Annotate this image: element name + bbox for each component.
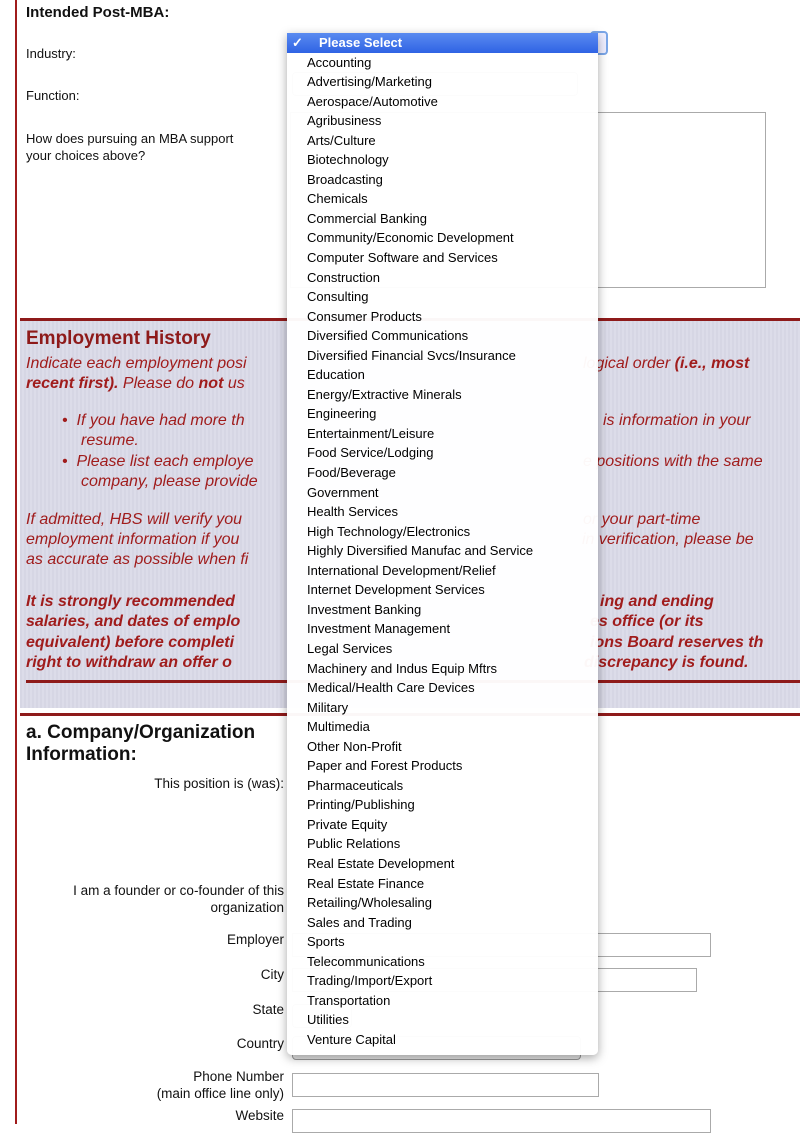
- bullet-2-right: e positions with the same: [583, 453, 763, 470]
- post-mba-heading: Intended Post-MBA:: [26, 4, 170, 21]
- bullet-1-right: is information in your: [603, 412, 751, 429]
- option-label: Please Select: [319, 35, 403, 50]
- dropdown-option[interactable]: Public Relations: [307, 836, 401, 852]
- dropdown-option[interactable]: Food/Beverage: [307, 465, 396, 481]
- bullet-1-cont: resume.: [81, 432, 139, 449]
- dropdown-option[interactable]: Consulting: [307, 289, 369, 305]
- question-line: How does pursuing an MBA support: [26, 131, 234, 146]
- warning-text-4: right to withdraw an offer o: [26, 654, 232, 671]
- state-label: State: [252, 1002, 284, 1017]
- warning-text-2: salaries, and dates of emplo: [26, 613, 241, 630]
- mba-question-label: How does pursuing an MBA support your ch…: [26, 130, 233, 164]
- dropdown-option[interactable]: Military: [307, 699, 349, 715]
- dropdown-option[interactable]: Accounting: [307, 54, 372, 70]
- left-border: [15, 0, 17, 1124]
- dropdown-option[interactable]: Sales and Trading: [307, 914, 412, 930]
- bullet-2-cont: company, please provide: [81, 473, 258, 490]
- country-label: Country: [236, 1036, 284, 1051]
- website-input[interactable]: [292, 1109, 711, 1133]
- dropdown-option[interactable]: Telecommunications: [307, 953, 425, 969]
- dropdown-option[interactable]: Real Estate Finance: [307, 875, 425, 891]
- phone-input[interactable]: [292, 1073, 599, 1097]
- employer-label: Employer: [226, 932, 284, 947]
- intro-text: Indicate each employment posi: [26, 355, 247, 372]
- dropdown-option[interactable]: Consumer Products: [307, 308, 422, 324]
- warning-text-right: ing and ending: [600, 593, 714, 610]
- dropdown-option[interactable]: Venture Capital: [307, 1031, 396, 1047]
- position-type-label: This position is (was):: [154, 776, 284, 791]
- dropdown-option[interactable]: Trading/Import/Export: [307, 973, 433, 989]
- dropdown-option[interactable]: Broadcasting: [307, 171, 383, 187]
- dropdown-option[interactable]: Agribusiness: [307, 113, 382, 129]
- check-icon: ✓: [292, 35, 303, 50]
- dropdown-option[interactable]: Food Service/Lodging: [307, 445, 434, 461]
- verify-text-2: employment information if you: [26, 531, 240, 548]
- employment-history-title: Employment History: [26, 328, 211, 349]
- dropdown-option[interactable]: Biotechnology: [307, 152, 389, 168]
- dropdown-option[interactable]: Health Services: [307, 504, 399, 520]
- warning-text-2-right: es office (or its: [590, 613, 704, 630]
- dropdown-option[interactable]: Advertising/Marketing: [307, 74, 432, 90]
- website-label: Website: [235, 1108, 284, 1123]
- industry-dropdown-menu[interactable]: ✓ Please Select Accounting Advertising/Mar…: [287, 33, 598, 1055]
- dropdown-option[interactable]: Diversified Communications: [307, 328, 469, 344]
- dropdown-option[interactable]: Transportation: [307, 992, 391, 1008]
- dropdown-option[interactable]: Machinery and Indus Equip Mftrs: [307, 660, 498, 676]
- intro-text-right: logical order (i.e., most: [583, 355, 750, 372]
- dropdown-option[interactable]: Pharmaceuticals: [307, 777, 404, 793]
- dropdown-option[interactable]: Utilities: [307, 1012, 349, 1028]
- dropdown-option[interactable]: Legal Services: [307, 640, 393, 656]
- dropdown-option[interactable]: Printing/Publishing: [307, 797, 415, 813]
- industry-label: Industry:: [26, 46, 76, 61]
- company-section-heading: a. Company/Organization Information:: [26, 722, 256, 765]
- warning-text: It is strongly recommended: [26, 593, 235, 610]
- warning-text-4-right: discrepancy is found.: [584, 654, 749, 671]
- dropdown-option[interactable]: International Development/Relief: [307, 562, 496, 578]
- dropdown-option-selected[interactable]: ✓ Please Select: [287, 33, 598, 53]
- dropdown-option[interactable]: Aerospace/Automotive: [307, 93, 438, 109]
- intro-text-2: recent first). Please do not us: [26, 375, 245, 392]
- dropdown-option[interactable]: Diversified Financial Svcs/Insurance: [307, 347, 516, 363]
- dropdown-option[interactable]: Paper and Forest Products: [307, 758, 463, 774]
- founder-label: I am a founder or co-founder of this orga…: [73, 883, 284, 915]
- dropdown-option[interactable]: Education: [307, 367, 365, 383]
- dropdown-option[interactable]: Construction: [307, 269, 380, 285]
- dropdown-option[interactable]: Energy/Extractive Minerals: [307, 386, 462, 402]
- dropdown-option[interactable]: Multimedia: [307, 719, 370, 735]
- dropdown-option[interactable]: Highly Diversified Manufac and Service: [307, 543, 534, 559]
- dropdown-option[interactable]: Arts/Culture: [307, 132, 376, 148]
- dropdown-option[interactable]: Investment Banking: [307, 601, 422, 617]
- bullet-1: • If you have had more th: [62, 412, 245, 429]
- dropdown-option[interactable]: Computer Software and Services: [307, 250, 498, 266]
- verify-text-2-right: in verification, please be: [582, 531, 754, 548]
- city-label: City: [260, 967, 284, 982]
- dropdown-option[interactable]: Private Equity: [307, 816, 388, 832]
- verify-text-3: as accurate as possible when fi: [26, 551, 249, 568]
- dropdown-option[interactable]: Medical/Health Care Devices: [307, 680, 475, 696]
- dropdown-option[interactable]: Internet Development Services: [307, 582, 485, 598]
- dropdown-option[interactable]: Commercial Banking: [307, 210, 427, 226]
- question-line: your choices above?: [26, 148, 146, 163]
- verify-text-right: or your part-time: [583, 511, 701, 528]
- dropdown-option[interactable]: Sports: [307, 934, 345, 950]
- dropdown-option[interactable]: High Technology/Electronics: [307, 523, 471, 539]
- bullet-2: • Please list each employe: [62, 453, 254, 470]
- warning-text-3: equivalent) before completi: [26, 634, 235, 651]
- verify-text: If admitted, HBS will verify you: [26, 511, 243, 528]
- warning-text-3-right: ions Board reserves th: [590, 634, 764, 651]
- function-label: Function:: [26, 88, 80, 103]
- dropdown-option[interactable]: Entertainment/Leisure: [307, 425, 435, 441]
- dropdown-option[interactable]: Other Non-Profit: [307, 738, 402, 754]
- dropdown-option[interactable]: Government: [307, 484, 379, 500]
- dropdown-option[interactable]: Retailing/Wholesaling: [307, 895, 433, 911]
- dropdown-option[interactable]: Investment Management: [307, 621, 451, 637]
- phone-label: Phone Number (main office line only): [156, 1069, 284, 1101]
- dropdown-option[interactable]: Engineering: [307, 406, 377, 422]
- dropdown-option[interactable]: Chemicals: [307, 191, 368, 207]
- dropdown-option[interactable]: Real Estate Development: [307, 855, 455, 871]
- dropdown-option[interactable]: Community/Economic Development: [307, 230, 514, 246]
